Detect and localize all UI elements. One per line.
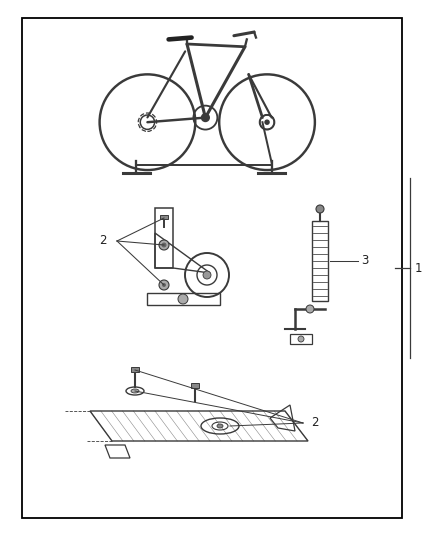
Bar bbox=[312, 221, 328, 301]
Bar bbox=[22, 18, 402, 518]
Bar bbox=[131, 367, 139, 372]
Circle shape bbox=[162, 283, 166, 287]
Circle shape bbox=[201, 113, 210, 122]
Circle shape bbox=[298, 336, 304, 342]
Circle shape bbox=[306, 305, 314, 313]
Circle shape bbox=[178, 294, 188, 304]
Circle shape bbox=[159, 240, 169, 250]
Bar bbox=[160, 215, 168, 219]
Text: 2: 2 bbox=[311, 416, 318, 430]
Circle shape bbox=[203, 271, 211, 279]
Circle shape bbox=[264, 119, 270, 125]
Text: 3: 3 bbox=[361, 254, 368, 268]
Bar bbox=[191, 383, 199, 388]
Circle shape bbox=[316, 205, 324, 213]
Text: 2: 2 bbox=[99, 235, 107, 247]
Bar bbox=[290, 334, 312, 344]
Text: 1: 1 bbox=[415, 262, 423, 274]
Circle shape bbox=[159, 280, 169, 290]
Ellipse shape bbox=[131, 389, 139, 393]
Circle shape bbox=[162, 243, 166, 247]
Ellipse shape bbox=[217, 424, 223, 428]
